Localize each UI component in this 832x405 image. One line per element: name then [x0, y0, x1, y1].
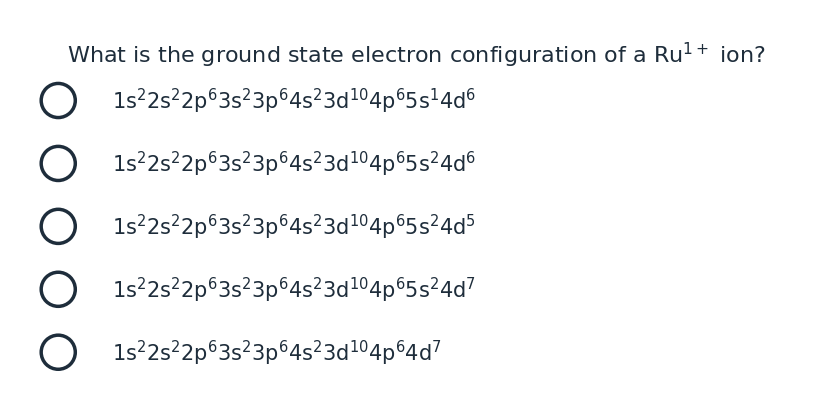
Text: 1s$^2$2s$^2$2p$^6$3s$^2$3p$^6$4s$^2$3d$^{10}$4p$^6$5s$^2$4d$^7$: 1s$^2$2s$^2$2p$^6$3s$^2$3p$^6$4s$^2$3d$^… — [112, 275, 477, 304]
Text: 1s$^2$2s$^2$2p$^6$3s$^2$3p$^6$4s$^2$3d$^{10}$4p$^6$5s$^2$4d$^6$: 1s$^2$2s$^2$2p$^6$3s$^2$3p$^6$4s$^2$3d$^… — [112, 149, 477, 179]
Text: 1s$^2$2s$^2$2p$^6$3s$^2$3p$^6$4s$^2$3d$^{10}$4p$^6$4d$^7$: 1s$^2$2s$^2$2p$^6$3s$^2$3p$^6$4s$^2$3d$^… — [112, 338, 442, 367]
Text: What is the ground state electron configuration of a Ru$^{1+}$ ion?: What is the ground state electron config… — [67, 40, 765, 70]
Text: 1s$^2$2s$^2$2p$^6$3s$^2$3p$^6$4s$^2$3d$^{10}$4p$^6$5s$^2$4d$^5$: 1s$^2$2s$^2$2p$^6$3s$^2$3p$^6$4s$^2$3d$^… — [112, 212, 476, 241]
Text: 1s$^2$2s$^2$2p$^6$3s$^2$3p$^6$4s$^2$3d$^{10}$4p$^6$5s$^1$4d$^6$: 1s$^2$2s$^2$2p$^6$3s$^2$3p$^6$4s$^2$3d$^… — [112, 87, 477, 116]
